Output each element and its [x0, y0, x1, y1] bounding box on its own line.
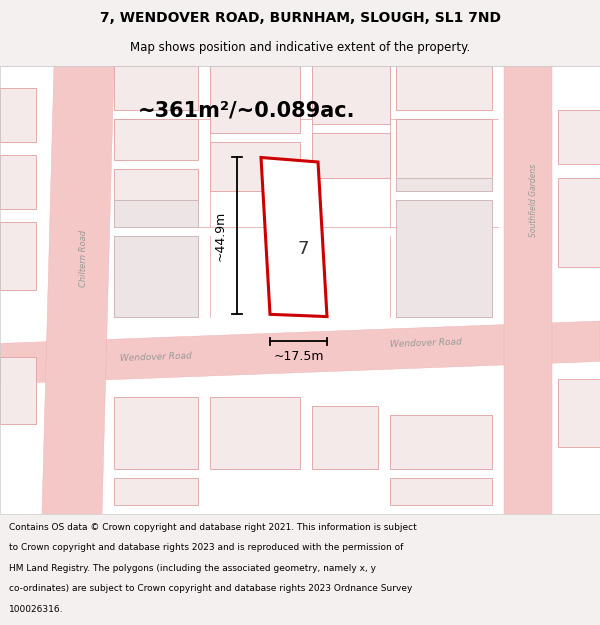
Polygon shape — [396, 119, 492, 178]
Polygon shape — [504, 66, 552, 514]
Polygon shape — [312, 406, 378, 469]
Text: Wendover Road: Wendover Road — [390, 338, 462, 349]
Polygon shape — [114, 66, 198, 111]
Polygon shape — [114, 236, 198, 317]
Text: Contains OS data © Crown copyright and database right 2021. This information is : Contains OS data © Crown copyright and d… — [9, 522, 417, 532]
Polygon shape — [0, 88, 36, 142]
Text: co-ordinates) are subject to Crown copyright and database rights 2023 Ordnance S: co-ordinates) are subject to Crown copyr… — [9, 584, 412, 593]
Polygon shape — [114, 478, 198, 505]
Text: HM Land Registry. The polygons (including the associated geometry, namely x, y: HM Land Registry. The polygons (includin… — [9, 564, 376, 572]
Polygon shape — [114, 169, 198, 222]
Text: 100026316.: 100026316. — [9, 605, 64, 614]
Polygon shape — [114, 119, 198, 160]
Polygon shape — [558, 379, 600, 446]
Polygon shape — [0, 155, 36, 209]
Text: to Crown copyright and database rights 2023 and is reproduced with the permissio: to Crown copyright and database rights 2… — [9, 543, 403, 552]
Text: Chiltern Road: Chiltern Road — [79, 230, 89, 287]
Text: Southfield Gardens: Southfield Gardens — [530, 163, 539, 237]
Polygon shape — [558, 111, 600, 164]
Text: 7: 7 — [297, 241, 309, 258]
Polygon shape — [396, 177, 492, 191]
Polygon shape — [0, 357, 36, 424]
Polygon shape — [114, 200, 198, 227]
Polygon shape — [42, 66, 114, 514]
Polygon shape — [261, 158, 327, 317]
Polygon shape — [210, 142, 300, 191]
Polygon shape — [210, 66, 300, 133]
Text: Map shows position and indicative extent of the property.: Map shows position and indicative extent… — [130, 41, 470, 54]
Polygon shape — [558, 177, 600, 268]
Text: ~361m²/~0.089ac.: ~361m²/~0.089ac. — [137, 101, 355, 121]
Polygon shape — [0, 321, 600, 384]
Polygon shape — [396, 200, 492, 317]
Polygon shape — [390, 478, 492, 505]
Polygon shape — [114, 398, 198, 469]
Polygon shape — [396, 66, 492, 111]
Polygon shape — [312, 66, 390, 124]
Polygon shape — [0, 222, 36, 290]
Text: ~44.9m: ~44.9m — [214, 211, 227, 261]
Polygon shape — [210, 398, 300, 469]
Text: Wendover Road: Wendover Road — [120, 351, 192, 362]
Polygon shape — [312, 133, 390, 178]
Text: ~17.5m: ~17.5m — [273, 351, 324, 363]
Polygon shape — [390, 415, 492, 469]
Text: 7, WENDOVER ROAD, BURNHAM, SLOUGH, SL1 7ND: 7, WENDOVER ROAD, BURNHAM, SLOUGH, SL1 7… — [100, 11, 500, 26]
